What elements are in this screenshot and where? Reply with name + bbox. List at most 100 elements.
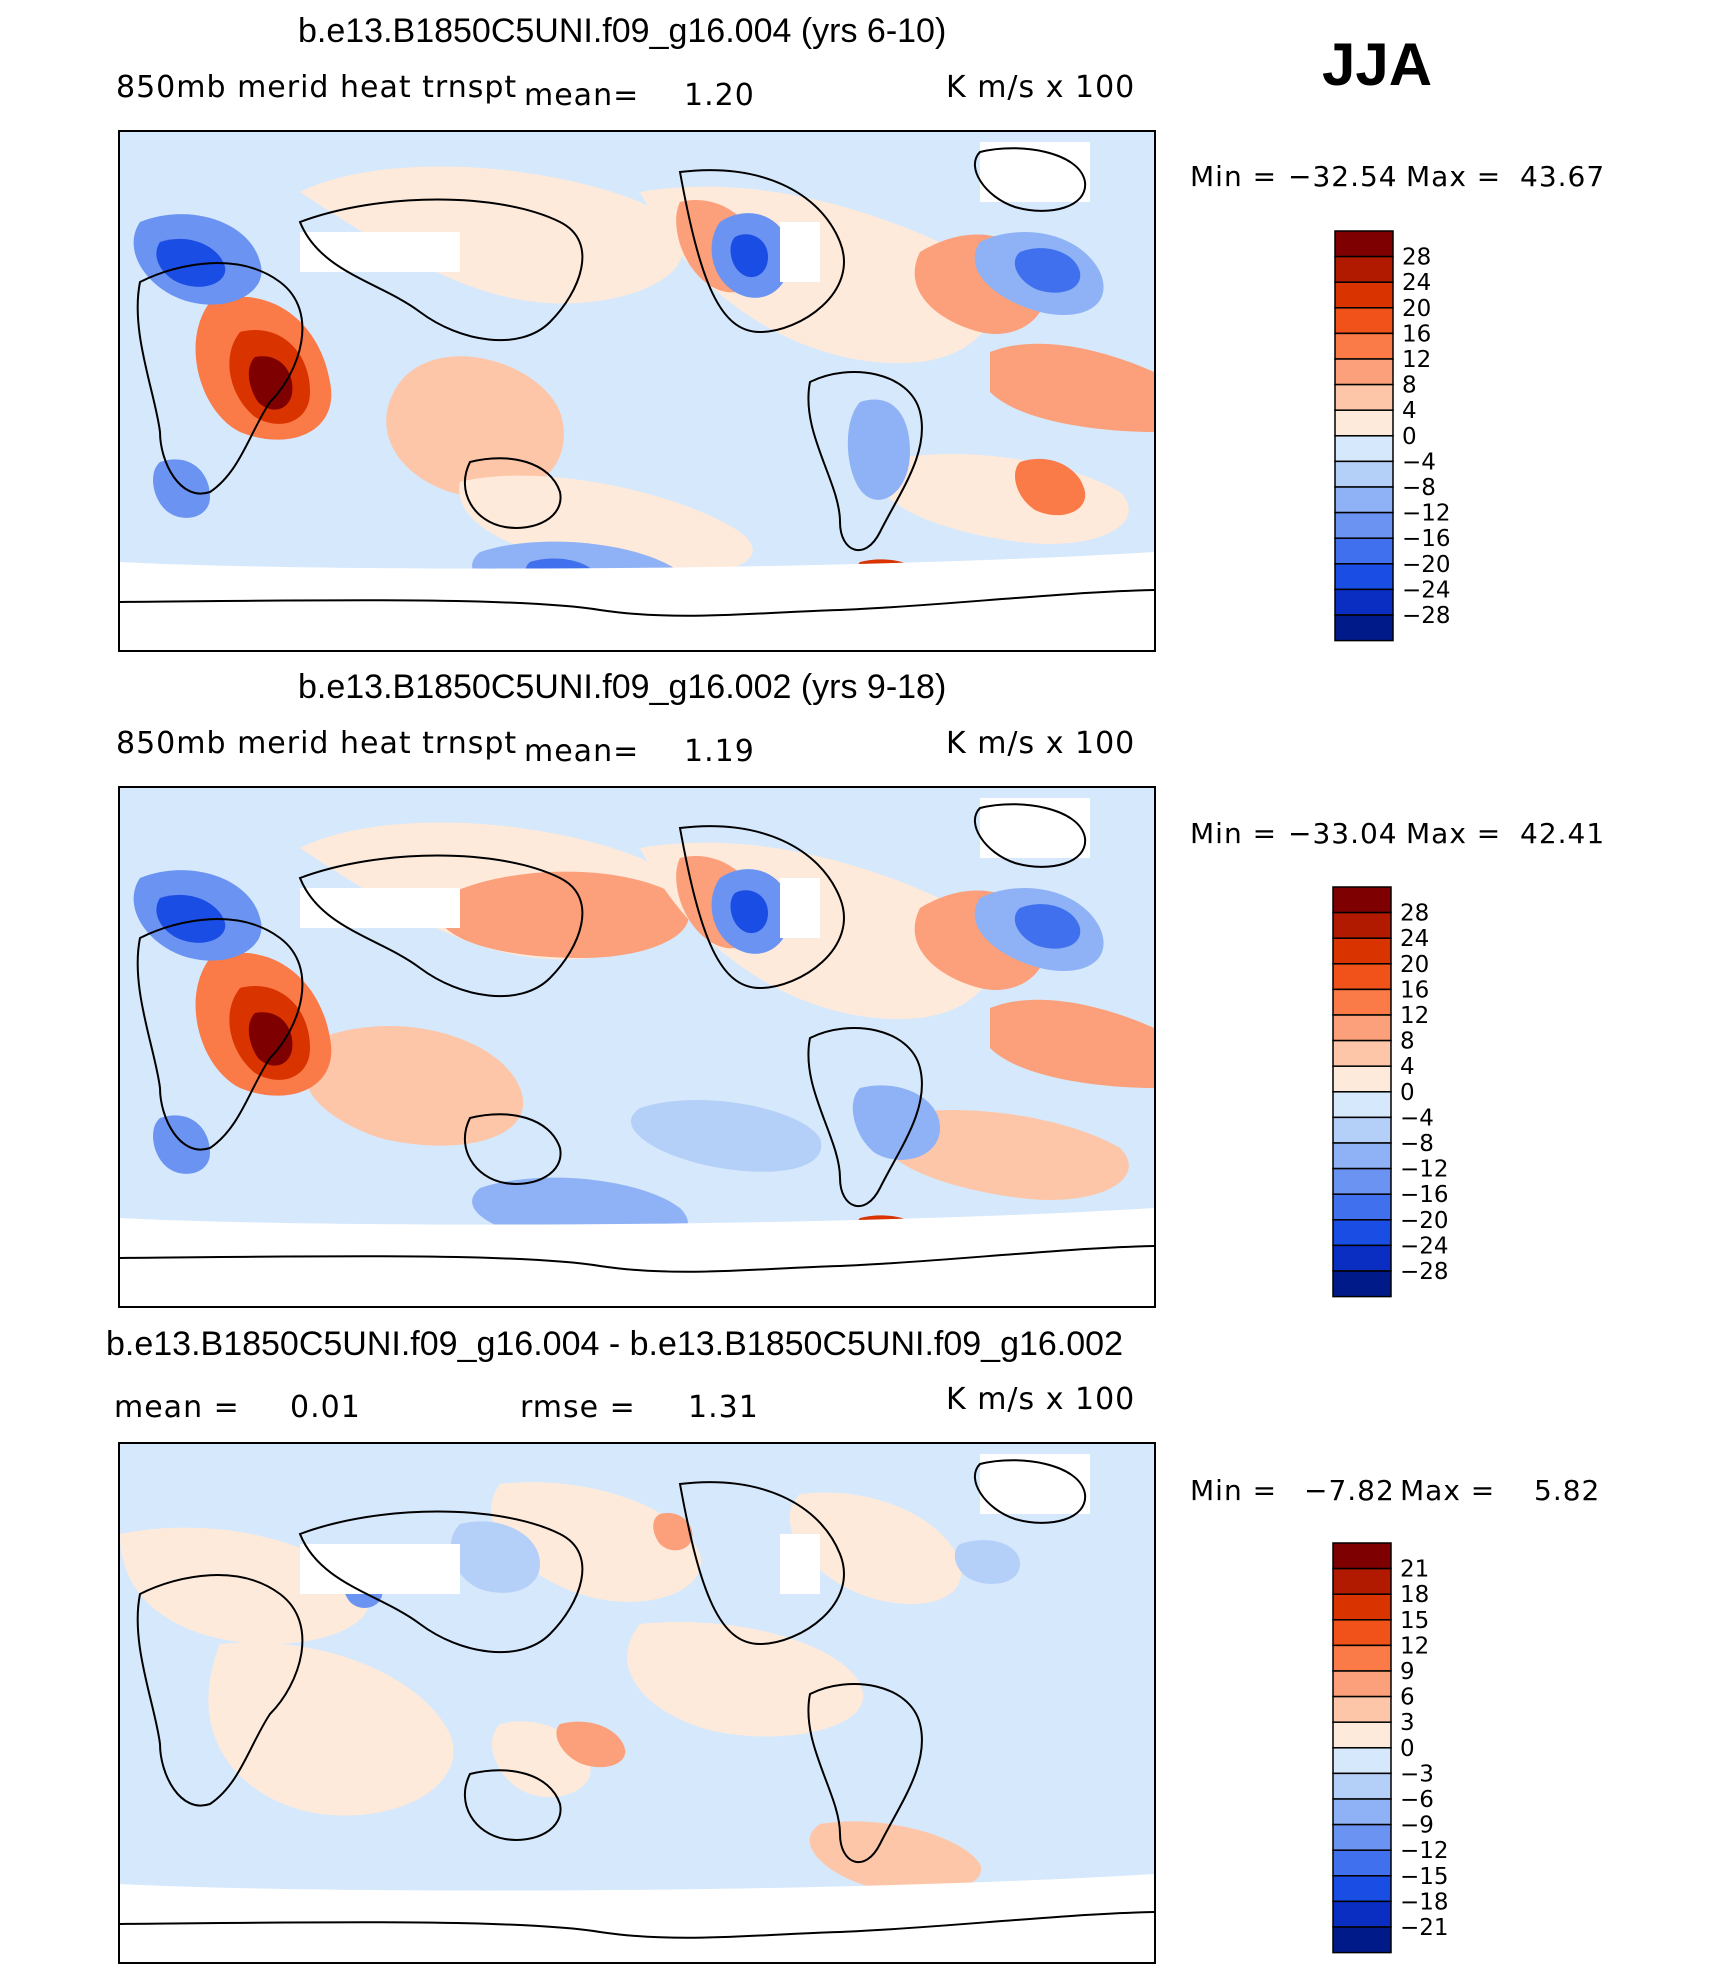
- colorbar-box: [1334, 435, 1394, 463]
- panel-3-units: K m/s x 100: [946, 1382, 1136, 1417]
- panel-3-title: b.e13.B1850C5UNI.f09_g16.004 - b.e13.B18…: [106, 1325, 1123, 1363]
- colorbar-level-label: −18: [1400, 1889, 1449, 1915]
- colorbar-box: [1332, 1542, 1392, 1570]
- colorbar-level-label: 28: [1402, 245, 1431, 271]
- colorbar-box: [1334, 307, 1394, 335]
- colorbar-box: [1332, 1823, 1392, 1851]
- colorbar-box: [1332, 1875, 1392, 1903]
- colorbar-level-label: 20: [1400, 952, 1429, 978]
- panel-2-variable-label: 850mb merid heat trnspt: [116, 726, 518, 761]
- colorbar-box: [1332, 1244, 1392, 1272]
- panel-2-min-value: −33.04: [1288, 817, 1398, 850]
- panel-2-colorbar: 28 24 20 16 12 8 4 0 −4 −8 −12 −16 −20 −24 −28: [1332, 886, 1482, 1305]
- panel-1-contour-field: [120, 132, 1154, 650]
- colorbar-box: [1332, 1900, 1392, 1928]
- panel-2-mean-value: 1.19: [684, 734, 755, 769]
- colorbar-box: [1332, 1270, 1392, 1298]
- colorbar-box: [1332, 1849, 1392, 1877]
- colorbar-level-label: 16: [1400, 977, 1429, 1003]
- colorbar-level-label: −16: [1400, 1182, 1449, 1208]
- panel-3-min-label: Min =: [1190, 1474, 1278, 1507]
- panel-3-rmse-label: rmse =: [520, 1390, 636, 1425]
- colorbar-box: [1332, 1065, 1392, 1093]
- panel-3-rmse-value: 1.31: [688, 1390, 759, 1425]
- panel-2-max-value: 42.41: [1520, 817, 1606, 850]
- colorbar-level-label: 4: [1402, 398, 1417, 424]
- colorbar-level-label: 12: [1400, 1633, 1429, 1659]
- colorbar-level-label: −8: [1400, 1131, 1434, 1157]
- colorbar-box: [1332, 1926, 1392, 1954]
- panel-1-variable-label: 850mb merid heat trnspt: [116, 70, 518, 105]
- colorbar-level-label: −12: [1400, 1157, 1449, 1183]
- colorbar-level-label: −8: [1402, 475, 1436, 501]
- colorbar-level-label: 18: [1400, 1582, 1429, 1608]
- panel-2-title: b.e13.B1850C5UNI.f09_g16.002 (yrs 9-18): [298, 668, 947, 706]
- colorbar-box: [1334, 511, 1394, 539]
- colorbar-box: [1332, 1219, 1392, 1247]
- colorbar-level-label: −9: [1400, 1813, 1434, 1839]
- panel-2-min-label: Min =: [1190, 817, 1278, 850]
- colorbar-level-label: 15: [1400, 1608, 1429, 1634]
- panel-2-units: K m/s x 100: [946, 726, 1136, 761]
- panel-1-mean-label: mean=: [524, 78, 640, 113]
- colorbar-level-label: −12: [1400, 1838, 1449, 1864]
- colorbar-box: [1332, 1721, 1392, 1749]
- colorbar-level-label: −16: [1402, 526, 1451, 552]
- panel-3-max-value: 5.82: [1534, 1474, 1601, 1507]
- colorbar-level-label: −15: [1400, 1864, 1449, 1890]
- colorbar-level-label: −4: [1402, 449, 1436, 475]
- panel-3-contour-field: [120, 1444, 1154, 1962]
- colorbar-level-label: −20: [1400, 1208, 1449, 1234]
- colorbar-level-label: 28: [1400, 901, 1429, 927]
- colorbar-level-label: 16: [1402, 321, 1431, 347]
- colorbar-box: [1334, 281, 1394, 309]
- colorbar-level-label: 3: [1400, 1710, 1415, 1736]
- colorbar-box: [1332, 1695, 1392, 1723]
- colorbar-level-label: 21: [1400, 1557, 1429, 1583]
- panel-3-min-value: −7.82: [1304, 1474, 1395, 1507]
- colorbar-box: [1334, 563, 1394, 591]
- panel-1-min-value: −32.54: [1288, 160, 1398, 193]
- colorbar-box: [1334, 230, 1394, 258]
- colorbar-level-label: −28: [1402, 603, 1451, 629]
- colorbar-box: [1332, 1014, 1392, 1042]
- panel-2-map: [118, 786, 1156, 1308]
- colorbar-level-label: −20: [1402, 552, 1451, 578]
- panel-3-colorbar: 21 18 15 12 9 6 3 0 −3 −6 −9 −12 −15 −18 −21: [1332, 1542, 1482, 1961]
- panel-1-max-label: Max =: [1406, 160, 1502, 193]
- panel-1-units: K m/s x 100: [946, 70, 1136, 105]
- panel-1-colorbar: 28 24 20 16 12 8 4 0 −4 −8 −12 −16 −20 −24 −28: [1334, 230, 1484, 649]
- colorbar-box: [1332, 1039, 1392, 1067]
- colorbar-level-label: 20: [1402, 296, 1431, 322]
- colorbar-level-label: 12: [1402, 347, 1431, 373]
- colorbar-box: [1334, 409, 1394, 437]
- colorbar-box: [1332, 937, 1392, 965]
- colorbar-box: [1332, 1644, 1392, 1672]
- colorbar-level-label: 24: [1400, 926, 1429, 952]
- colorbar-box: [1332, 963, 1392, 991]
- colorbar-level-label: −6: [1400, 1787, 1434, 1813]
- colorbar-box: [1332, 1593, 1392, 1621]
- colorbar-level-label: 9: [1400, 1659, 1415, 1685]
- colorbar-level-label: −28: [1400, 1259, 1449, 1285]
- colorbar-box: [1332, 1567, 1392, 1595]
- colorbar-level-label: 4: [1400, 1054, 1415, 1080]
- panel-2-mean-label: mean=: [524, 734, 640, 769]
- panel-3-mean-label: mean =: [114, 1390, 240, 1425]
- colorbar-box: [1332, 1619, 1392, 1647]
- panel-2-max-label: Max =: [1406, 817, 1502, 850]
- panel-3-map: [118, 1442, 1156, 1964]
- colorbar-box: [1334, 486, 1394, 514]
- colorbar-box: [1332, 1167, 1392, 1195]
- colorbar-level-label: −4: [1400, 1105, 1434, 1131]
- colorbar-level-label: −12: [1402, 501, 1451, 527]
- colorbar-box: [1334, 460, 1394, 488]
- panel-1-mean-value: 1.20: [684, 78, 755, 113]
- colorbar-box: [1332, 1772, 1392, 1800]
- panel-1-map: [118, 130, 1156, 652]
- colorbar-box: [1334, 358, 1394, 386]
- season-label: JJA: [1322, 31, 1433, 98]
- colorbar-box: [1332, 1193, 1392, 1221]
